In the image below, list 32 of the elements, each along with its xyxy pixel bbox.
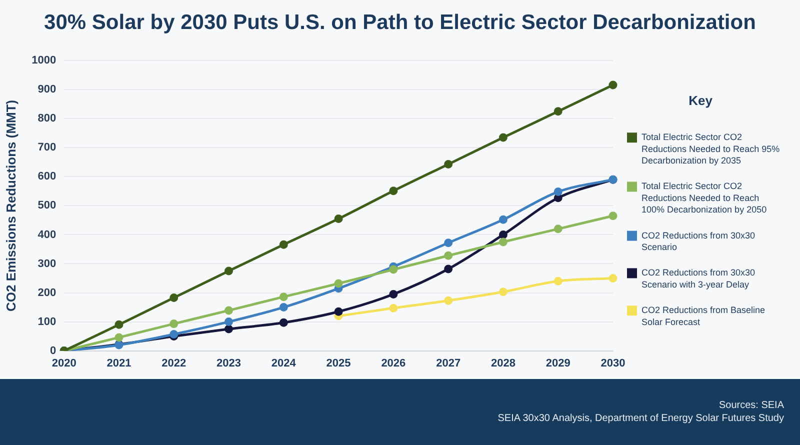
legend-label: CO2 Reductions from Baseline Solar Forecast xyxy=(642,305,766,327)
x-tick-label: 2025 xyxy=(326,357,351,370)
y-tick-label: 800 xyxy=(38,112,56,125)
y-tick-label: 400 xyxy=(38,228,56,241)
y-tick-label: 0 xyxy=(50,344,56,357)
y-tick-label: 1000 xyxy=(32,54,56,67)
source-note: Sources: SEIA xyxy=(718,399,784,412)
chart-title: 30% Solar by 2030 Puts U.S. on Path to Electric Sector Decarbonization xyxy=(43,10,757,36)
x-tick-label: 2026 xyxy=(381,357,406,370)
x-tick-label: 2029 xyxy=(546,357,570,370)
x-tick-label: 2020 xyxy=(52,357,76,370)
y-tick-label: 700 xyxy=(38,142,56,154)
y-tick-label: 100 xyxy=(38,316,56,328)
y-tick-label: 300 xyxy=(38,258,56,270)
text: SEIA 30x30 Analysis, Department of Energy Solar Futures Study xyxy=(498,412,784,425)
x-tick-label: 2024 xyxy=(271,357,297,370)
legend-label: CO2 Reductions from 30x30 Scenario with 3-year Delay xyxy=(642,268,756,290)
y-tick-label: 200 xyxy=(38,286,56,299)
x-tick-label: 2030 xyxy=(600,357,626,370)
legend-label: CO2 Reductions from 30x30 Scenario xyxy=(642,230,756,252)
x-tick-label: 2028 xyxy=(490,357,516,370)
y-tick-label: 600 xyxy=(38,170,56,183)
legend-title: Key xyxy=(688,93,714,108)
legend-label: Total Electric Sector CO2 Reductions Needed to Reach 95% Decarbonization by 2035 xyxy=(642,132,780,166)
x-tick-label: 2022 xyxy=(162,357,186,370)
x-tick-label: 2023 xyxy=(216,357,241,370)
y-tick-label: 500 xyxy=(38,200,56,212)
legend-label: Total Electric Sector CO2 Reductions Needed to Reach 100% Decarbonization by 2050 xyxy=(642,181,767,215)
y-tick-label: 900 xyxy=(38,84,56,96)
x-tick-label: 2027 xyxy=(436,357,461,370)
x-tick-label: 2021 xyxy=(106,357,132,370)
y-axis-title: CO2 Emissions Reductions (MMT) xyxy=(3,100,18,312)
